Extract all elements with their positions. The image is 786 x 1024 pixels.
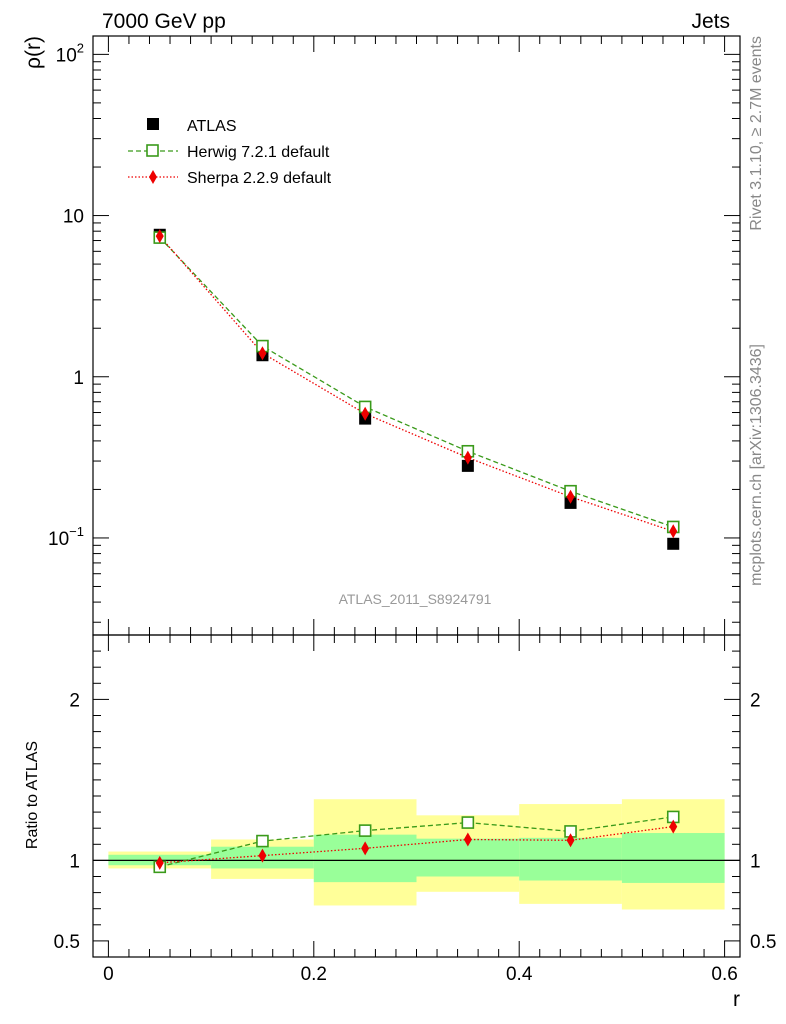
ratio-herwig-point: [461, 816, 475, 829]
ratio-ytick-label-right: 0.5: [750, 932, 776, 953]
sherpa-point: [566, 489, 575, 504]
ratio-herwig-line: [159, 816, 674, 868]
ratio-sherpa-point: [258, 848, 267, 863]
legend-label-sherpa: Sherpa 2.2.9 default: [187, 170, 332, 187]
legend-label-herwig: Herwig 7.2.1 default: [187, 144, 330, 161]
main-ytick-label: 102: [56, 40, 84, 66]
ratio-sherpa-point: [566, 833, 575, 848]
ratio-sherpa-point: [669, 819, 678, 834]
ratio-sherpa-point: [155, 855, 164, 870]
header-right: Jets: [691, 10, 730, 33]
ratio-ytick-label: 1: [69, 851, 80, 872]
ratio-xtick-label: 0.2: [301, 964, 327, 985]
atlas-point: [461, 459, 474, 472]
herwig-line: [159, 237, 674, 528]
rivet-label: Rivet 3.1.10, ≥ 2.7M events: [748, 36, 765, 231]
legend-marker-herwig: [146, 144, 159, 157]
ratio-herwig-point: [256, 834, 269, 848]
analysis-watermark: ATLAS_2011_S8924791: [339, 591, 492, 607]
band-inner-bin: [621, 833, 725, 883]
sherpa-point: [669, 524, 678, 539]
ratio-xtick-label: 0.6: [711, 964, 737, 985]
sherpa-point: [361, 406, 370, 421]
main-ytick-label: 10: [63, 207, 84, 228]
sherpa-point: [155, 229, 164, 244]
ratio-ytick-label: 0.5: [54, 932, 80, 953]
main-ytick-label: 10−1: [48, 524, 84, 550]
header-left: 7000 GeV pp: [102, 10, 226, 33]
ratio-ytick-label-right: 1: [750, 851, 761, 872]
legend-label-atlas: ATLAS: [187, 118, 237, 135]
sherpa-line: [159, 235, 674, 532]
main-ytick-label: 1: [73, 368, 84, 389]
sherpa-point: [258, 346, 267, 361]
legend: ATLAS Herwig 7.2.1 default Sherpa 2.2.9 …: [128, 118, 332, 187]
ratio-plot-area: 0 0.2 0.4 0.6 0.5 0.5 1 1 2 2: [54, 634, 776, 985]
sherpa-point: [463, 450, 472, 465]
legend-marker-sherpa: [149, 170, 157, 184]
legend-marker-atlas: [147, 118, 159, 130]
main-ylabel: ρ(r): [22, 36, 45, 69]
ratio-xtick-label: 0.4: [506, 964, 533, 985]
ratio-sherpa-point: [463, 832, 472, 847]
ratio-herwig-point: [358, 824, 372, 837]
ratio-sherpa-point: [361, 841, 370, 856]
main-plot-area: 102 10 1 10−1: [48, 35, 741, 636]
ratio-xlabel: r: [733, 988, 740, 1011]
ratio-xtick-label: 0: [103, 964, 114, 985]
mcplots-label: mcplots.cern.ch [arXiv:1306.3436]: [748, 344, 765, 586]
ratio-ylabel: Ratio to ATLAS: [24, 741, 41, 849]
ratio-ytick-label-right: 2: [750, 690, 761, 711]
atlas-point: [667, 537, 680, 550]
ratio-ytick-label: 2: [69, 690, 80, 711]
